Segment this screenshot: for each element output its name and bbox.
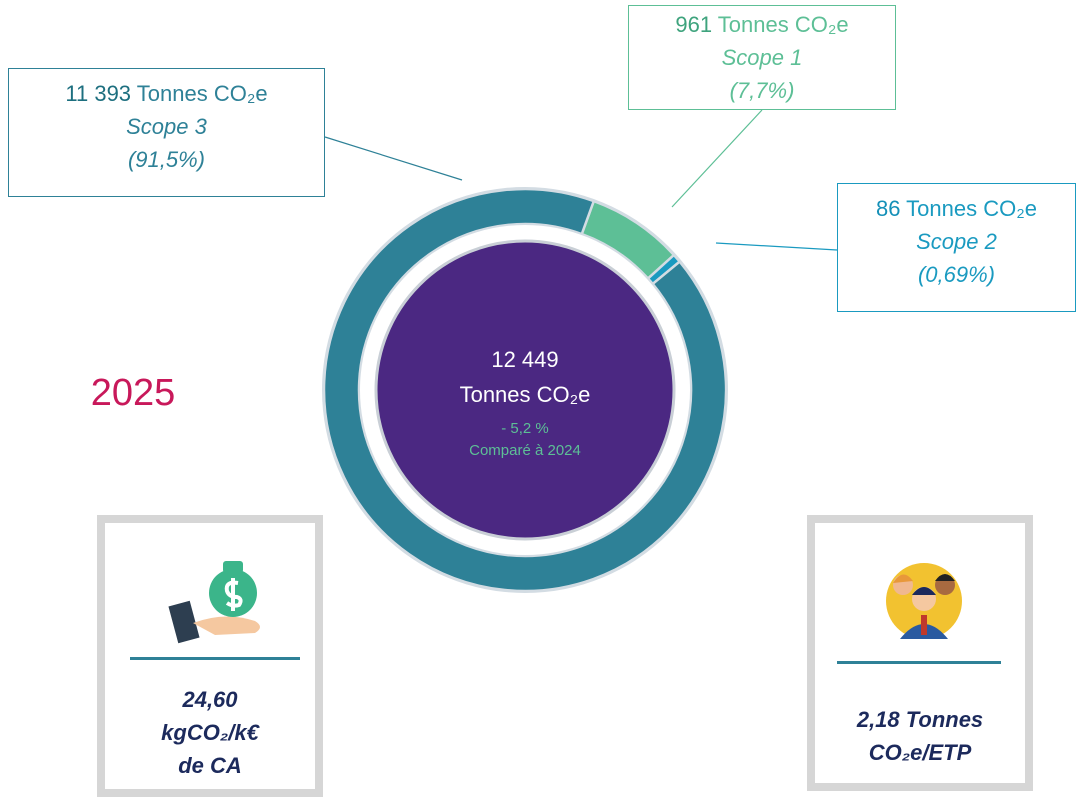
value-label: 961 xyxy=(675,12,712,37)
category-label: Scope 1 xyxy=(629,41,895,74)
kpi-line: kgCO₂/k€ xyxy=(105,716,315,749)
divider xyxy=(837,661,1001,664)
people-icon xyxy=(815,523,1025,653)
leader-line xyxy=(325,137,462,180)
category-label: Scope 3 xyxy=(9,110,324,143)
percent-label: (0,69%) xyxy=(838,258,1075,291)
divider xyxy=(130,657,300,660)
kpi-line: 2,18 Tonnes xyxy=(815,703,1025,736)
percent-label: (7,7%) xyxy=(629,74,895,107)
center-text: Comparé à 2024 xyxy=(469,442,581,459)
leader-line xyxy=(672,110,762,207)
value-label: 86 xyxy=(876,196,900,221)
category-label: Scope 2 xyxy=(838,225,1075,258)
leader-line xyxy=(716,243,837,250)
money-icon xyxy=(105,523,315,663)
kpi-line: 24,60 xyxy=(105,683,315,716)
kpi-line: de CA xyxy=(105,749,315,782)
percent-label: (91,5%) xyxy=(9,143,324,176)
center-text: 12 449 xyxy=(491,347,558,372)
center-text: Tonnes CO₂e xyxy=(460,382,591,407)
infographic: 2025 12 449 Tonnes CO₂e - 5,2 % Comparé à 2… xyxy=(0,0,1076,797)
label-line: 11 393 Tonnes CO₂e xyxy=(9,77,324,110)
unit-label: Tonnes CO₂e xyxy=(137,81,268,106)
center-text: - 5,2 % xyxy=(501,420,549,437)
unit-label: Tonnes CO₂e xyxy=(718,12,849,37)
unit-label: Tonnes CO₂e xyxy=(906,196,1037,221)
label-line: 961 Tonnes CO₂e xyxy=(629,8,895,41)
year: 2025 xyxy=(91,372,176,414)
label-line: 86 Tonnes CO₂e xyxy=(838,192,1075,225)
kpi-line: CO₂e/ETP xyxy=(815,736,1025,769)
value-label: 11 393 xyxy=(65,81,131,106)
